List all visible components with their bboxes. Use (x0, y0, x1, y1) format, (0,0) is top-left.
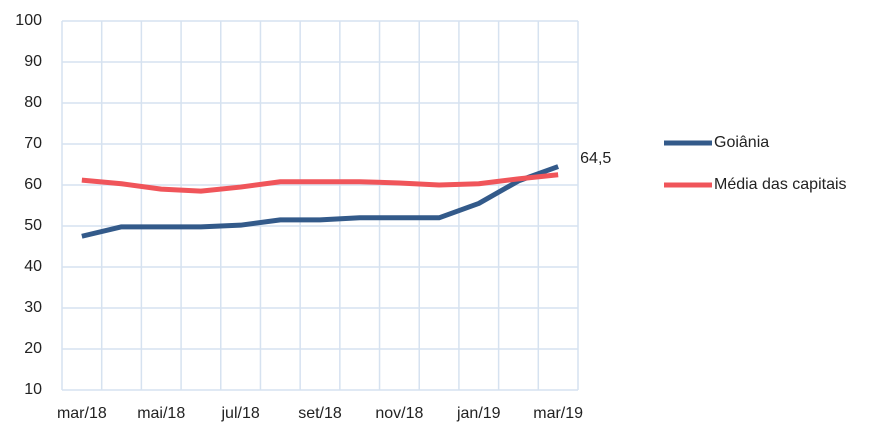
y-tick-label: 20 (24, 340, 42, 357)
y-tick-label: 100 (15, 12, 42, 29)
y-tick-label: 50 (24, 217, 42, 234)
x-tick-label: set/18 (298, 405, 342, 422)
data-label: 64,5 (580, 150, 611, 167)
x-tick-label: jul/18 (220, 405, 259, 422)
x-tick-label: nov/18 (375, 405, 423, 422)
series-line (81, 164, 560, 239)
x-tick-label: mar/19 (533, 405, 583, 422)
y-tick-label: 80 (24, 94, 42, 111)
y-tick-label: 10 (24, 381, 42, 398)
x-tick-label: jan/19 (456, 405, 501, 422)
x-tick-label: mar/18 (57, 405, 107, 422)
x-tick-label: mai/18 (137, 405, 185, 422)
y-tick-label: 60 (24, 176, 42, 193)
series-line (81, 172, 559, 194)
y-tick-label: 70 (24, 135, 42, 152)
y-tick-label: 30 (24, 299, 42, 316)
y-tick-label: 40 (24, 258, 42, 275)
legend-label: Média das capitais (714, 176, 847, 193)
legend-label: Goiânia (714, 134, 769, 151)
y-tick-label: 90 (24, 53, 42, 70)
